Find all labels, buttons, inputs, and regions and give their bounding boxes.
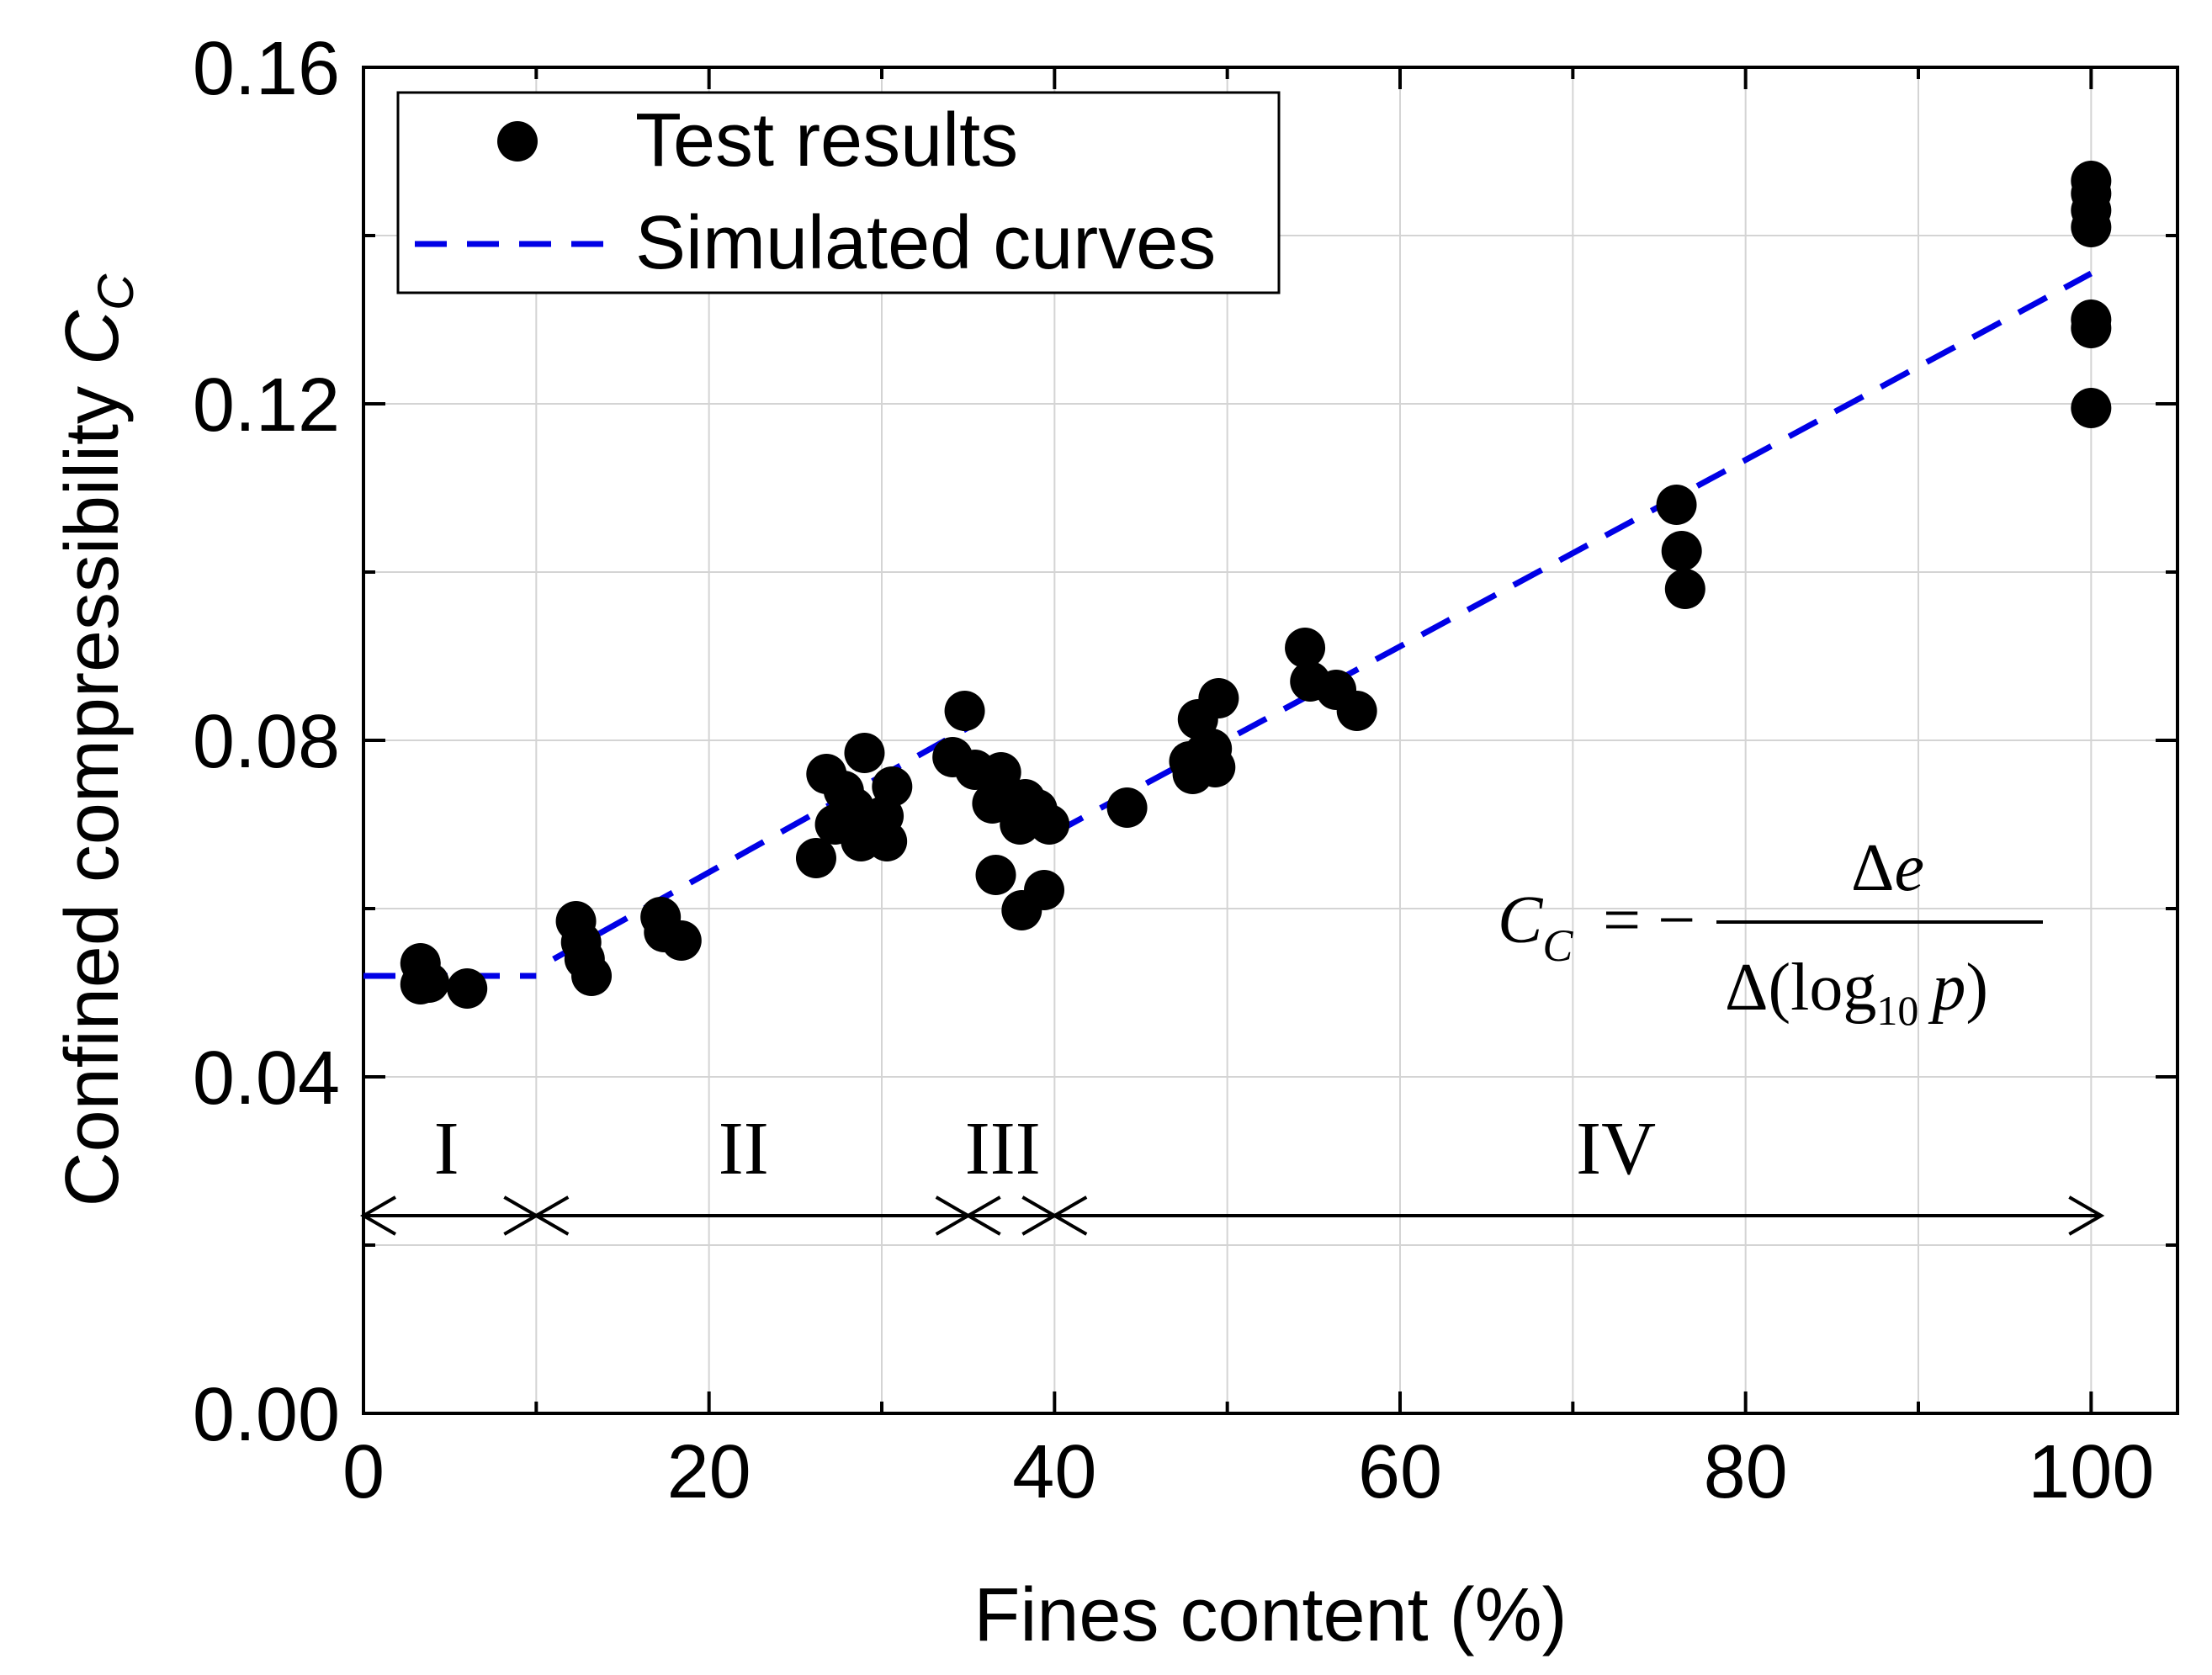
data-point	[2071, 308, 2112, 348]
data-point	[872, 766, 913, 807]
simulated-curve-segment	[552, 724, 970, 962]
data-point	[980, 752, 1021, 792]
region-label: I	[434, 1107, 459, 1190]
equation-lhs-var: C	[1498, 883, 1544, 957]
region-label: IV	[1576, 1107, 1656, 1190]
equation-denominator-sub: 10	[1876, 987, 1918, 1034]
equation-numerator-var: e	[1894, 831, 1924, 905]
data-point	[660, 920, 702, 961]
legend-box	[396, 91, 1281, 294]
legend-marker-test-results	[497, 121, 538, 162]
y-axis-title-sub: C	[88, 273, 144, 310]
data-point	[1106, 787, 1148, 828]
y-tick-label: 0.08	[193, 700, 340, 784]
y-axis-title: Confined compressibility CC	[50, 273, 144, 1206]
region-label: III	[965, 1107, 1041, 1190]
legend-label-simulated-curves: Simulated curves	[635, 201, 1216, 285]
equation-numerator: Δe	[1851, 831, 1924, 905]
data-point	[867, 821, 908, 861]
test-points	[400, 161, 2112, 1009]
equation-denominator: Δ(log10 p)	[1725, 951, 1988, 1034]
x-tick-label: 80	[1704, 1430, 1788, 1514]
data-point	[1024, 870, 1065, 910]
y-axis-title-var: C	[50, 310, 135, 365]
equation-lhs: CC	[1498, 883, 1573, 971]
axis-tick-labels: 0 20 40 60 80 100 0.00 0.04 0.08 0.12 0.16	[193, 27, 2155, 1514]
equation-denominator-var: p	[1928, 951, 1965, 1025]
x-tick-label: 60	[1358, 1430, 1442, 1514]
data-point	[1198, 678, 1239, 718]
x-tick-label: 100	[2028, 1430, 2154, 1514]
region-boundary-head-out	[533, 1195, 570, 1236]
region-labels: I II III IV	[434, 1107, 1657, 1190]
region-arrowhead-right	[2068, 1195, 2105, 1236]
y-tick-label: 0.00	[193, 1373, 340, 1457]
x-axis-title: Fines content (%)	[973, 1573, 1567, 1657]
data-point	[1195, 747, 1236, 787]
region-label: II	[719, 1107, 769, 1190]
y-tick-label: 0.04	[193, 1036, 340, 1121]
data-point	[2071, 207, 2112, 247]
data-point	[1336, 691, 1377, 731]
region-arrowhead-left	[360, 1195, 397, 1236]
data-point	[795, 838, 836, 878]
x-tick-label: 40	[1012, 1430, 1096, 1514]
simulated-curve-segment	[1053, 270, 2093, 836]
legend-label-test-results: Test results	[635, 98, 1018, 183]
x-tick-label: 0	[342, 1430, 385, 1514]
data-point	[1661, 531, 1702, 571]
y-tick-label: 0.16	[193, 27, 340, 111]
y-axis-title-main: Confined compressibility	[50, 365, 135, 1206]
data-point	[409, 962, 450, 1003]
x-tick-label: 20	[667, 1430, 751, 1514]
data-point	[2071, 388, 2112, 428]
y-tick-label: 0.12	[193, 363, 340, 448]
region-boundary-head-out	[964, 1195, 1001, 1236]
data-point	[1656, 485, 1697, 525]
region-arrows	[360, 1195, 2105, 1236]
axis-ticks	[362, 66, 2178, 1415]
simulated-curves	[363, 270, 2093, 979]
data-point	[844, 733, 885, 773]
compressibility-equation: CC = − Δe Δ(log10 p)	[1498, 831, 2043, 1034]
region-boundary-head-out	[1051, 1195, 1088, 1236]
data-point	[975, 855, 1016, 895]
data-point	[571, 956, 613, 996]
equation-numerator-delta: Δ	[1851, 831, 1894, 905]
equation-denominator-suffix: )	[1965, 951, 1988, 1025]
legend: Test results Simulated curves	[396, 91, 1281, 294]
equation-denominator-prefix: Δ(log	[1725, 951, 1876, 1025]
equation-equals-minus: = −	[1603, 883, 1695, 957]
data-point	[447, 968, 488, 1009]
data-point	[944, 691, 985, 731]
data-point	[1664, 569, 1705, 609]
data-point	[1285, 628, 1326, 668]
equation-lhs-sub: C	[1542, 920, 1573, 971]
data-point	[1029, 804, 1070, 845]
